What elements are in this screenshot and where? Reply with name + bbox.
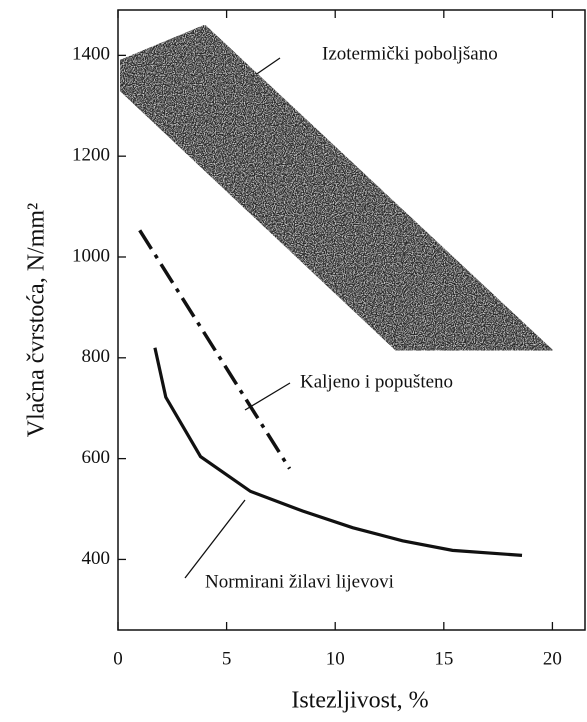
y-tick-label: 800 [82, 346, 111, 367]
leader-line [184, 499, 246, 579]
leader-line [244, 382, 291, 411]
annotation: Izotermički poboljšano [322, 43, 498, 64]
y-tick-label: 1000 [72, 245, 110, 266]
x-tick-label: 15 [434, 648, 453, 669]
y-tick-label: 1400 [72, 44, 110, 65]
y-tick-label: 600 [82, 447, 111, 468]
y-tick-label: 1200 [72, 145, 110, 166]
y-axis-label: Vlačna čvrstoća, N/mm² [24, 203, 50, 437]
x-tick-label: 0 [113, 648, 123, 669]
line [138, 229, 292, 470]
x-tick-label: 20 [543, 648, 562, 669]
y-tick-label: 400 [82, 548, 111, 569]
x-tick-label: 5 [222, 648, 232, 669]
annotation: Kaljeno i popušteno [300, 371, 453, 392]
line [153, 347, 523, 557]
band [119, 24, 554, 351]
plot-frame [117, 9, 586, 631]
x-axis-label: Istezljivost, % [291, 688, 428, 714]
x-tick-label: 10 [326, 648, 345, 669]
annotation: Normirani žilavi lijevovi [205, 571, 394, 592]
